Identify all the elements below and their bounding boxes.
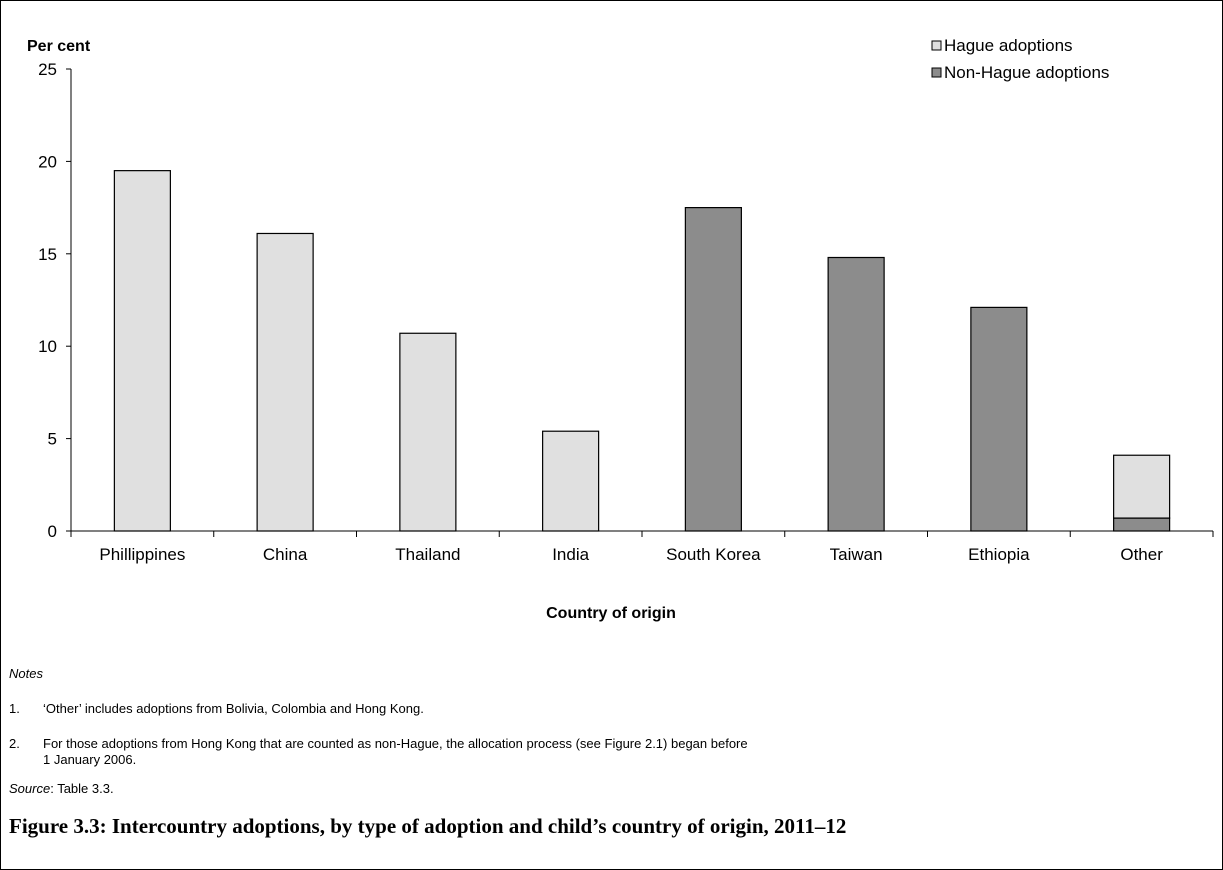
x-axis-title: Country of origin <box>546 605 676 622</box>
note-number: 1. <box>9 701 20 716</box>
x-tick-label: Phillippines <box>99 545 185 564</box>
x-tick-label: Ethiopia <box>968 545 1030 564</box>
note-text-line: For those adoptions from Hong Kong that … <box>43 736 748 751</box>
y-axis-title: Per cent <box>27 38 91 55</box>
y-tick-label: 20 <box>38 152 57 171</box>
note-text: For those adoptions from Hong Kong that … <box>43 736 1043 768</box>
bar-chart: Per cent 0 5 10 15 20 25 Phillippines China Tha… <box>27 36 1214 622</box>
y-tick-label: 25 <box>38 60 57 79</box>
bar <box>970 306 1028 532</box>
source-text: : Table 3.3. <box>50 781 114 796</box>
bar <box>684 207 742 532</box>
note-text-line: 1 January 2006. <box>43 752 137 767</box>
y-tick-label: 10 <box>38 337 57 356</box>
notes-heading: Notes <box>9 666 43 681</box>
legend-label: Hague adoptions <box>944 36 1073 55</box>
legend-swatch <box>931 67 942 78</box>
source-line: Source: Table 3.3. <box>9 781 114 797</box>
x-tick-label: Other <box>1120 545 1163 564</box>
bar <box>827 256 885 532</box>
axes <box>70 69 1213 532</box>
x-tick-label: Taiwan <box>830 545 883 564</box>
bar <box>113 170 171 532</box>
bar <box>1113 517 1171 532</box>
y-tick-label: 5 <box>48 430 57 449</box>
figure-caption: Figure 3.3: Intercountry adoptions, by t… <box>9 814 847 838</box>
y-tick-label: 0 <box>48 522 57 541</box>
bar <box>399 332 457 532</box>
note-text: ‘Other’ includes adoptions from Bolivia,… <box>43 701 424 716</box>
x-tick-label: China <box>263 545 308 564</box>
x-tick-label: India <box>552 545 589 564</box>
bar <box>542 430 600 532</box>
x-tick-label: Thailand <box>395 545 460 564</box>
source-label: Source <box>9 781 51 796</box>
bars-group <box>113 170 1171 532</box>
bar <box>256 232 314 532</box>
note-number: 2. <box>9 736 20 751</box>
legend-swatch <box>931 40 942 51</box>
y-axis-ticks: 0 5 10 15 20 25 <box>38 60 71 541</box>
x-tick-label: South Korea <box>666 545 761 564</box>
y-tick-label: 15 <box>38 245 57 264</box>
bar <box>1113 454 1171 519</box>
x-axis-ticks: Phillippines China Thailand India South Kore… <box>70 531 1214 564</box>
legend-label: Non-Hague adoptions <box>944 63 1109 82</box>
legend: Hague adoptions Non-Hague adoptions <box>931 36 1109 82</box>
